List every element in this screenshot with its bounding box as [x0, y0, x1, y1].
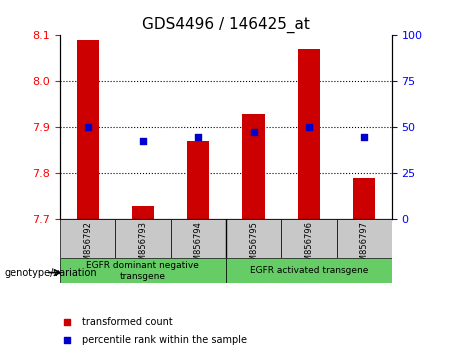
Text: GSM856794: GSM856794: [194, 222, 203, 272]
Text: percentile rank within the sample: percentile rank within the sample: [82, 335, 247, 345]
Bar: [132, 206, 154, 219]
FancyBboxPatch shape: [115, 219, 171, 258]
Text: EGFR activated transgene: EGFR activated transgene: [250, 266, 368, 275]
Text: GSM856797: GSM856797: [360, 222, 369, 273]
FancyBboxPatch shape: [281, 219, 337, 258]
Point: [139, 138, 147, 144]
Point: [307, 262, 315, 268]
FancyBboxPatch shape: [60, 258, 226, 283]
FancyBboxPatch shape: [226, 258, 392, 283]
Bar: [353, 178, 375, 219]
Text: EGFR dominant negative
transgene: EGFR dominant negative transgene: [87, 261, 199, 280]
Text: transformed count: transformed count: [82, 317, 173, 327]
Point: [195, 134, 202, 139]
Text: GSM856793: GSM856793: [138, 222, 148, 273]
Text: GSM856795: GSM856795: [249, 222, 258, 272]
Point: [250, 129, 257, 135]
Title: GDS4496 / 146425_at: GDS4496 / 146425_at: [142, 16, 310, 33]
Bar: [187, 141, 209, 219]
Bar: [77, 40, 99, 219]
Bar: [298, 49, 320, 219]
FancyBboxPatch shape: [337, 219, 392, 258]
Point: [305, 125, 313, 130]
Text: genotype/variation: genotype/variation: [5, 268, 97, 278]
Point: [361, 134, 368, 139]
Bar: [242, 114, 265, 219]
Point: [307, 101, 315, 107]
Text: GSM856796: GSM856796: [304, 222, 313, 273]
FancyBboxPatch shape: [60, 219, 115, 258]
FancyBboxPatch shape: [171, 219, 226, 258]
Point: [84, 125, 91, 130]
FancyBboxPatch shape: [226, 219, 281, 258]
Text: GSM856792: GSM856792: [83, 222, 92, 272]
